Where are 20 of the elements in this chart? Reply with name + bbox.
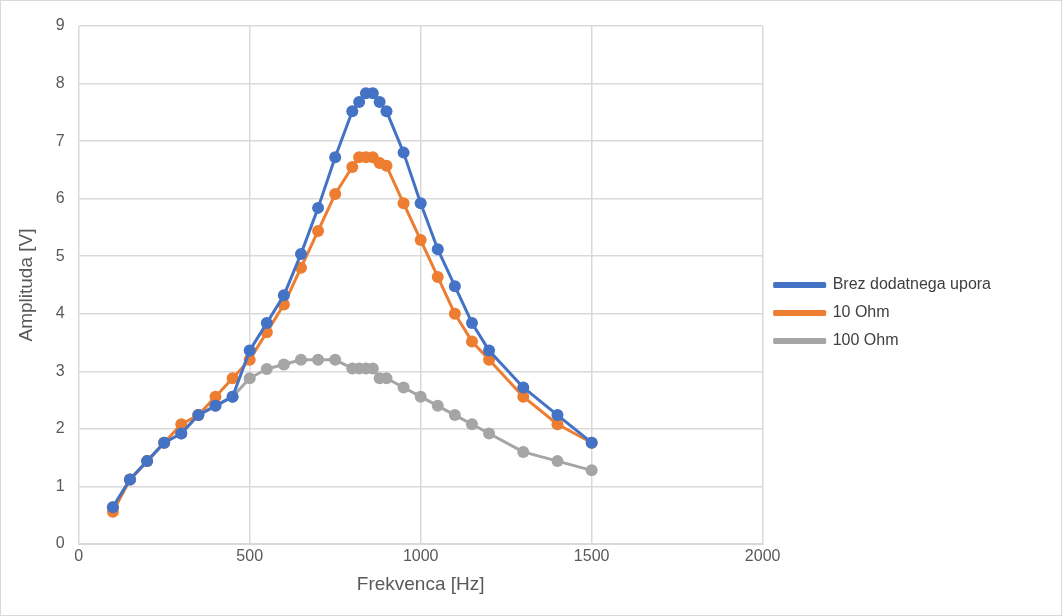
y-tick-label: 3 [55,361,65,379]
y-tick-label: 7 [55,131,65,149]
x-tick-label: 1000 [402,547,439,565]
y-tick-label: 4 [55,304,65,322]
y-tick-label: 0 [55,534,65,552]
y-tick-label: 6 [55,189,65,207]
x-tick-label: 500 [236,547,264,565]
x-tick-label: 2000 [744,547,781,565]
y-tick-label: 9 [55,16,65,34]
y-tick-label: 5 [55,246,65,264]
y-tick-label: 8 [55,73,65,91]
y-axis-title: Amplituda [V] [14,228,36,342]
x-tick-label: 0 [74,547,84,565]
y-tick-label: 2 [55,419,65,437]
legend-label: Brez dodatnega upora [832,275,992,293]
legend-label: 100 Ohm [832,331,899,349]
y-tick-label: 1 [55,476,65,494]
legend-label: 10 Ohm [832,303,890,321]
x-tick-label: 1500 [573,547,610,565]
x-axis-title: Frekvenca [Hz] [356,572,485,594]
